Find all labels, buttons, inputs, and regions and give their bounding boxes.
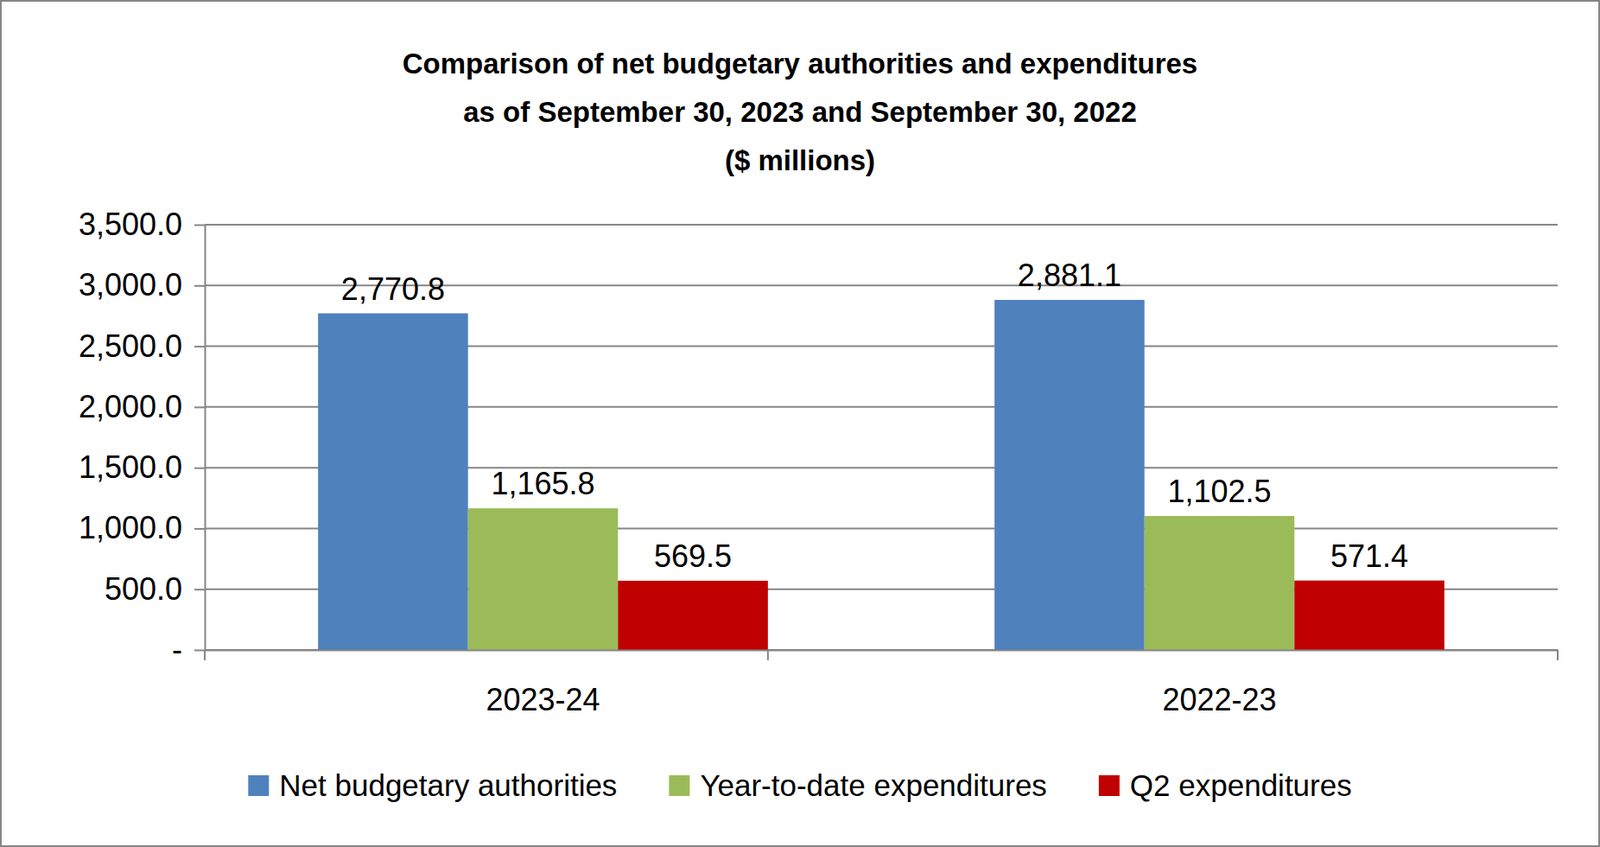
data-label: 2,881.1 — [1017, 257, 1122, 293]
y-tick-mark — [194, 527, 205, 530]
data-label: 1,165.8 — [490, 465, 595, 502]
data-label: 569.5 — [653, 538, 732, 574]
x-tick-label: 2023-24 — [485, 681, 600, 718]
y-tick: - — [171, 631, 205, 667]
data-label: 571.4 — [1330, 538, 1409, 574]
y-tick: 2,500.0 — [78, 328, 205, 364]
y-tick-label: 3,500.0 — [78, 206, 183, 242]
bar — [994, 299, 1145, 650]
y-tick-mark — [194, 285, 205, 287]
y-axis: - 500.0 1,000.0 1,500.0 2,000.0 2,500.0 3,000.… — [78, 206, 206, 667]
legend-swatch — [247, 774, 269, 796]
bar — [468, 507, 619, 650]
x-axis-line — [205, 649, 1559, 652]
legend-label: Net budgetary authorities — [279, 768, 617, 802]
y-tick-mark — [194, 588, 205, 591]
y-tick-label: 1,000.0 — [78, 509, 183, 546]
legend-item: Q2 expenditures — [1098, 768, 1353, 802]
legend-swatch — [1098, 774, 1120, 796]
y-tick-label: 2,000.0 — [78, 388, 183, 425]
x-boundary-tick — [767, 649, 769, 661]
y-tick: 500.0 — [104, 571, 205, 607]
grid-line — [204, 223, 1558, 226]
y-axis-line — [204, 225, 207, 651]
x-tick: 2022-23 — [1161, 649, 1277, 718]
y-tick-label: 2,500.0 — [78, 328, 183, 364]
y-tick-mark — [194, 224, 205, 227]
y-tick-label: - — [171, 631, 183, 667]
y-tick: 1,500.0 — [78, 449, 205, 485]
data-label: 1,102.5 — [1167, 473, 1271, 509]
y-tick: 3,500.0 — [78, 206, 205, 242]
legend-label: Year-to-date expenditures — [699, 768, 1047, 802]
chart-title-line: Comparison of net budgetary authorities … — [402, 47, 1198, 80]
y-tick-mark — [194, 467, 205, 470]
y-tick-label: 3,000.0 — [78, 266, 183, 303]
y-tick: 3,000.0 — [78, 266, 205, 303]
data-labels: 2,770.8 2,881.1 1,165.8 1,102.5 569.5 571.4 — [341, 257, 1409, 574]
bar — [1144, 515, 1296, 650]
x-tick: 2023-24 — [485, 649, 600, 718]
y-tick-label: 500.0 — [104, 571, 183, 607]
x-tick-label: 2022-23 — [1161, 681, 1277, 718]
bar — [617, 580, 769, 650]
y-tick: 1,000.0 — [78, 509, 205, 546]
x-boundary-tick — [1556, 649, 1559, 661]
chart-frame — [0, 0, 1600, 846]
x-boundary-tick — [203, 649, 206, 661]
grid — [204, 224, 1558, 650]
legend-label: Q2 expenditures — [1130, 768, 1353, 802]
chart-subtitle: ($ millions) — [724, 144, 876, 177]
data-label: 2,770.8 — [341, 271, 445, 307]
legend-swatch — [668, 774, 690, 796]
chart-title: Comparison of net budgetary authorities … — [402, 47, 1198, 128]
legend: Net budgetary authorities Year-to-date ex… — [247, 768, 1352, 802]
y-tick-mark — [194, 406, 205, 408]
x-axis: 2023-24 2022-23 — [204, 649, 1559, 718]
y-tick: 2,000.0 — [78, 388, 205, 425]
y-tick-label: 1,500.0 — [78, 449, 183, 485]
bar — [1294, 580, 1445, 650]
chart: Comparison of net budgetary authorities … — [0, 0, 1600, 847]
y-tick-mark — [194, 649, 205, 652]
bar — [317, 313, 469, 650]
chart-title-line: as of September 30, 2023 and September 3… — [463, 95, 1137, 128]
y-tick-mark — [194, 345, 205, 348]
legend-item: Net budgetary authorities — [247, 768, 617, 802]
legend-item: Year-to-date expenditures — [668, 768, 1047, 802]
bars — [317, 299, 1445, 650]
